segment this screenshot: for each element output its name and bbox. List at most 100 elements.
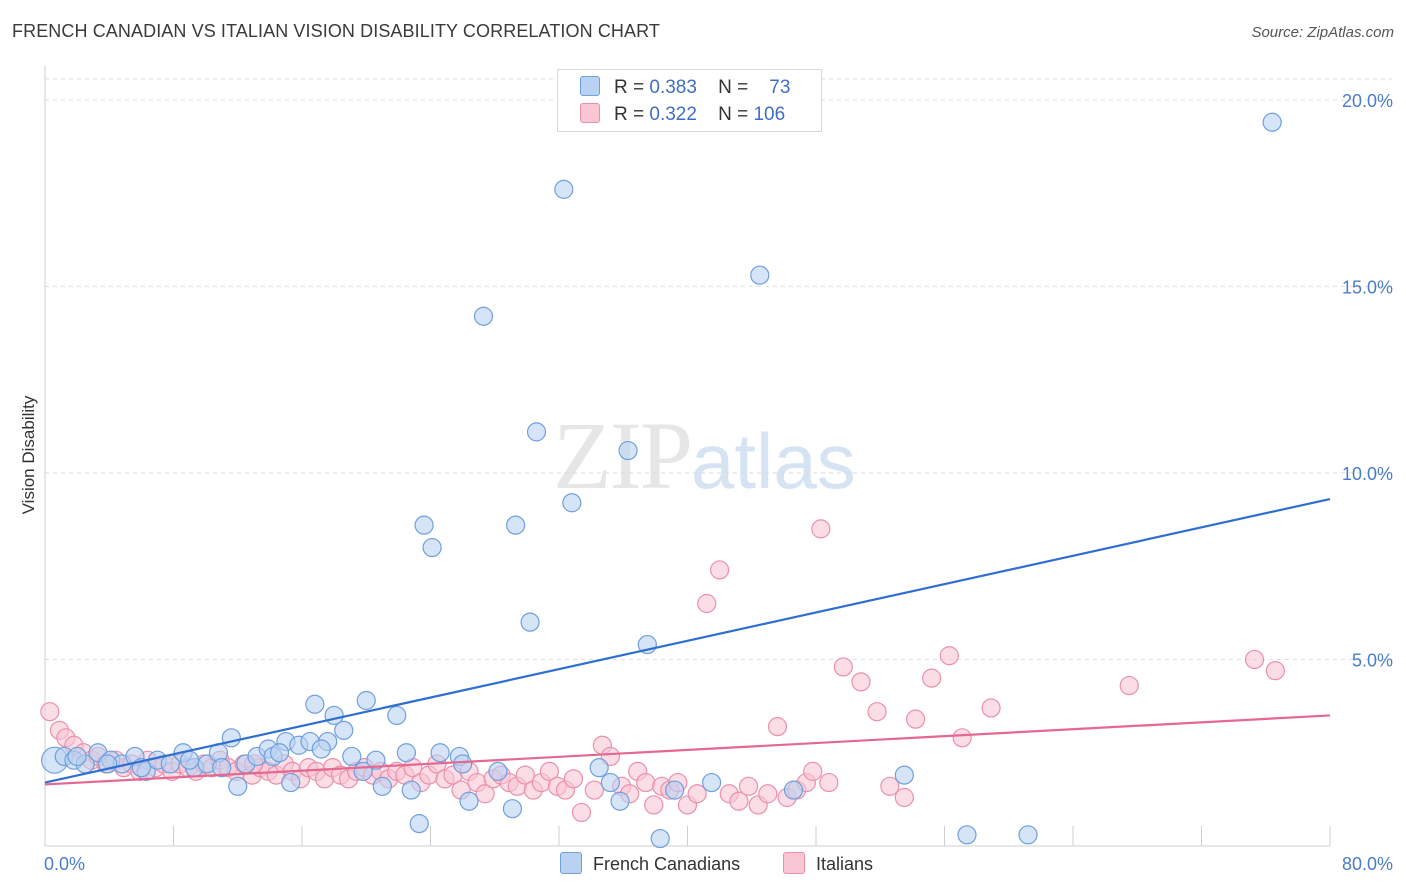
french-canadian-point — [430, 743, 450, 763]
french-canadian-point — [281, 772, 301, 793]
french-canadian-point — [1262, 112, 1282, 132]
italian-point — [738, 776, 759, 796]
french-canadian-point — [650, 828, 670, 849]
italian-point — [981, 698, 1001, 718]
french-canadian-point — [67, 746, 87, 767]
french-canadian-point — [353, 761, 373, 781]
french-canadian-point — [526, 422, 547, 442]
y-axis-label: Vision Disability — [19, 395, 38, 514]
french-canadian-point — [453, 754, 473, 774]
french-canadian-point — [356, 690, 376, 711]
italian-point — [475, 784, 495, 804]
correlation-legend: R = 0.383 N = 73 R = 0.322 N = 106 — [557, 69, 822, 132]
french-canadian-point — [372, 776, 392, 796]
legend-row-italians: R = 0.322 N = 106 — [580, 103, 785, 127]
y-tick-label: 10.0% — [1342, 464, 1393, 484]
legend-swatch-pink — [580, 103, 600, 123]
italian-point — [644, 795, 664, 815]
italian-point — [563, 769, 584, 789]
french-canadian-point — [228, 776, 248, 796]
bottom-legend-label: French Canadians — [593, 854, 741, 874]
french-canadian-point — [554, 179, 574, 199]
italian-point — [952, 728, 972, 748]
y-tick-label: 5.0% — [1352, 650, 1393, 670]
italian-point — [922, 668, 942, 688]
legend-r-value: 0.383 — [649, 77, 697, 98]
italian-point — [571, 802, 592, 823]
french-canadian-point — [212, 758, 232, 778]
french-canadian-point — [401, 780, 421, 800]
bottom-legend-swatch-pink — [783, 852, 805, 874]
italian-point — [539, 761, 559, 781]
tick-labels: 5.0% 10.0% 15.0% 20.0% 0.0% 80.0% — [44, 91, 1393, 874]
italians-points — [40, 519, 1285, 823]
italian-point — [40, 702, 60, 722]
italian-point — [851, 672, 871, 692]
french-canadian-point — [562, 493, 582, 513]
x-tick-label-min: 0.0% — [44, 854, 85, 874]
italian-point — [710, 560, 730, 580]
french-canadian-point — [665, 780, 685, 800]
french-canadian-point — [506, 515, 526, 535]
italian-point — [819, 772, 839, 793]
french-canadian-point — [221, 728, 241, 748]
italian-point — [833, 657, 853, 677]
italian-point — [939, 646, 959, 666]
y-tick-label: 20.0% — [1342, 91, 1393, 111]
trend-lines — [44, 497, 1331, 786]
french-canadian-point — [1018, 825, 1038, 845]
french-canadian-point — [342, 746, 362, 767]
french-canadian-point — [618, 440, 638, 461]
french-canadian-point — [269, 743, 290, 763]
french-canadian-point — [179, 750, 200, 770]
french-canadian-point — [311, 739, 331, 759]
italian-point — [811, 519, 831, 539]
legend-n-label: N = — [718, 77, 749, 98]
watermark-atlas: atlas — [691, 417, 856, 505]
italian-point — [584, 780, 604, 800]
french-canadian-point — [366, 750, 386, 770]
axes — [44, 66, 1331, 847]
french-canadian-point — [957, 825, 977, 845]
italian-point — [894, 787, 914, 808]
chart-title: FRENCH CANADIAN VS ITALIAN VISION DISABI… — [12, 21, 660, 41]
legend-r-value: 0.322 — [649, 104, 697, 125]
italian-point — [729, 791, 749, 811]
french-canadian-point — [589, 758, 609, 778]
french-canadians-trend-line — [44, 497, 1331, 784]
italian-point — [1265, 661, 1285, 681]
italian-point — [767, 717, 788, 737]
french-canadian-point — [409, 814, 429, 834]
legend-r-label: R = — [614, 77, 645, 98]
french-canadian-point — [701, 772, 722, 793]
watermark: ZIPatlas — [553, 400, 856, 511]
source-label: Source: ZipAtlas.com — [1251, 24, 1394, 41]
italian-point — [1244, 649, 1265, 670]
french-canadian-point — [422, 537, 442, 558]
italian-point — [636, 772, 656, 793]
italian-point — [867, 702, 887, 722]
x-tick-label-max: 80.0% — [1342, 854, 1393, 874]
french-canadian-point — [387, 705, 407, 726]
french-canadian-point — [750, 265, 770, 285]
bottom-legend-swatch-blue — [560, 852, 582, 874]
legend-swatch-blue — [580, 76, 600, 96]
legend-n-value: 106 — [753, 104, 786, 125]
italian-point — [905, 709, 926, 729]
italian-point — [687, 784, 707, 804]
french-canadian-point — [520, 612, 540, 632]
french-canadian-point — [305, 694, 325, 714]
italian-point — [880, 776, 900, 796]
french-canadian-point — [783, 780, 804, 800]
french-canadian-point — [473, 306, 494, 326]
bottom-legend-italians: Italians — [783, 852, 873, 875]
french-canadian-point — [600, 772, 621, 793]
french-canadian-point — [894, 765, 914, 785]
french-canadian-point — [334, 720, 354, 740]
french-canadian-point — [414, 515, 434, 535]
italian-point — [1119, 675, 1139, 696]
italian-point — [697, 593, 717, 614]
legend-r-label: R = — [614, 104, 645, 125]
legend-n-value: 73 — [769, 77, 791, 98]
